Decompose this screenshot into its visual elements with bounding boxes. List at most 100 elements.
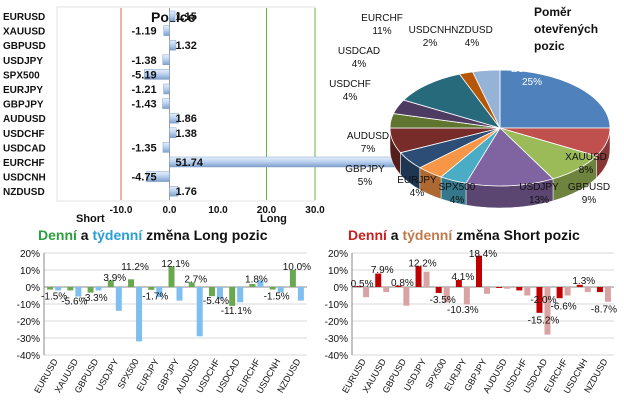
- change-bar: [208, 287, 215, 297]
- value-label: -1.38: [132, 55, 157, 67]
- change-bar: [504, 287, 511, 289]
- pie-title-line-3: pozic: [534, 39, 565, 53]
- change-bar: [269, 287, 276, 290]
- position-bar: [162, 54, 170, 66]
- change-bar: [375, 273, 382, 287]
- panel-title-part: Denní: [38, 227, 78, 243]
- pie-title-line-1: Poměr: [534, 5, 572, 19]
- pie-label-pct: 4%: [410, 188, 425, 199]
- pie-label-name: SPX500: [439, 182, 476, 193]
- category-label: AUDUSD: [3, 114, 46, 125]
- data-label: -10.3%: [447, 305, 479, 316]
- panel-title-part: změna Long pozic: [142, 227, 267, 243]
- pie-label-name: EURJPY: [397, 175, 437, 186]
- long-change-chart: Denní a týdenní změna Long pozic 20% 10% 0%…: [17, 227, 312, 395]
- category-label: USDCHF: [3, 129, 45, 140]
- change-bar: [188, 282, 195, 287]
- pie-label-pct: 4%: [343, 92, 358, 103]
- pie-label-name: USDCNH: [409, 25, 452, 36]
- data-label: -11.1%: [221, 306, 252, 317]
- position-bar: [169, 112, 179, 124]
- change-bar: [556, 287, 563, 299]
- pie-label-name: EURCHF: [361, 13, 403, 24]
- data-label: 1.8%: [245, 275, 268, 286]
- positions-chart: Pozice Short Long EURUSD1.15XAUUSD-1.19G…: [3, 6, 421, 225]
- x-tick-label: -10.0: [110, 205, 133, 216]
- change-bar: [257, 280, 264, 287]
- data-label: 4.1%: [451, 272, 474, 283]
- value-label: -5.19: [132, 69, 157, 81]
- pie-label-name: EURUSD: [511, 64, 553, 75]
- change-bar: [455, 280, 462, 287]
- change-bar: [604, 287, 611, 302]
- pie-label-pct: 8%: [579, 165, 594, 176]
- change-bar: [107, 280, 114, 287]
- change-bar: [355, 286, 362, 288]
- change-bar: [484, 287, 490, 294]
- data-label: 0.8%: [391, 278, 414, 289]
- change-bar: [576, 284, 583, 287]
- panel-title-part: a: [77, 227, 93, 243]
- pie-title-line-2: otevřených: [534, 22, 598, 36]
- position-bar: [169, 127, 177, 139]
- y-tick-label: 10%: [328, 266, 348, 277]
- change-bar: [75, 287, 82, 297]
- change-bar: [564, 287, 571, 296]
- category-label: USDCAD: [3, 143, 46, 154]
- change-bar: [55, 287, 62, 291]
- data-label: -3.3%: [82, 293, 108, 304]
- data-label: -15.2%: [528, 315, 560, 326]
- change-bar: [297, 287, 304, 301]
- pie-slice: [465, 127, 554, 187]
- pie-label-name: NZDUSD: [451, 25, 493, 36]
- y-tick-label: 0%: [26, 283, 41, 294]
- data-label: 7.9%: [371, 265, 394, 276]
- change-bar: [524, 287, 531, 296]
- change-bar: [496, 287, 503, 288]
- panel-title-part: změna Short pozic: [452, 227, 580, 243]
- change-bar: [403, 287, 410, 306]
- pie-label-name: AUDUSD: [347, 131, 389, 142]
- category-label: USDJPY: [3, 56, 43, 67]
- pie-label-name: GBPJPY: [345, 164, 385, 175]
- category-label: GBPUSD: [3, 41, 46, 52]
- category-label: EURCHF: [3, 158, 45, 169]
- change-bar: [435, 287, 442, 293]
- value-label: -4.75: [132, 172, 157, 184]
- value-label: 51.74: [176, 157, 204, 169]
- data-label: 0.5%: [351, 279, 374, 290]
- change-bar: [423, 271, 430, 287]
- pie-label-pct: 4%: [465, 38, 480, 49]
- x-tick-label: 30.0: [305, 205, 325, 216]
- y-tick-label: -20%: [325, 317, 348, 328]
- position-bar: [163, 25, 170, 36]
- value-label: -1.43: [132, 99, 157, 111]
- change-bar: [536, 287, 543, 313]
- ratio-pie-chart: Poměr otevřených pozic EURUSD 25% XAUUSD 8%…: [329, 5, 611, 209]
- category-label: NZDUSD: [3, 187, 45, 198]
- pie-label-pct: 4%: [450, 195, 465, 206]
- change-bar: [156, 287, 163, 298]
- change-bar: [415, 266, 422, 287]
- pie-label-name: USDCHF: [329, 79, 371, 90]
- y-tick-label: -40%: [325, 351, 348, 362]
- change-bar: [584, 287, 591, 293]
- y-tick-label: -30%: [17, 334, 40, 345]
- position-bar: [169, 10, 176, 22]
- change-bar: [443, 287, 450, 303]
- category-label: EURUSD: [3, 12, 45, 23]
- positions-chart-frame: [56, 6, 316, 202]
- x-tick-label: 20.0: [257, 205, 277, 216]
- position-bar: [163, 83, 170, 95]
- position-bar: [162, 142, 170, 153]
- value-label: -1.19: [132, 26, 157, 38]
- change-bar: [229, 287, 236, 306]
- change-bar: [237, 287, 244, 303]
- data-label: -3.5%: [430, 295, 456, 306]
- change-bar: [128, 279, 135, 287]
- category-label: GBPJPY: [3, 100, 44, 111]
- value-label: 1.86: [176, 113, 197, 125]
- category-label: USDCNH: [3, 173, 46, 184]
- y-tick-label: 10%: [20, 266, 40, 277]
